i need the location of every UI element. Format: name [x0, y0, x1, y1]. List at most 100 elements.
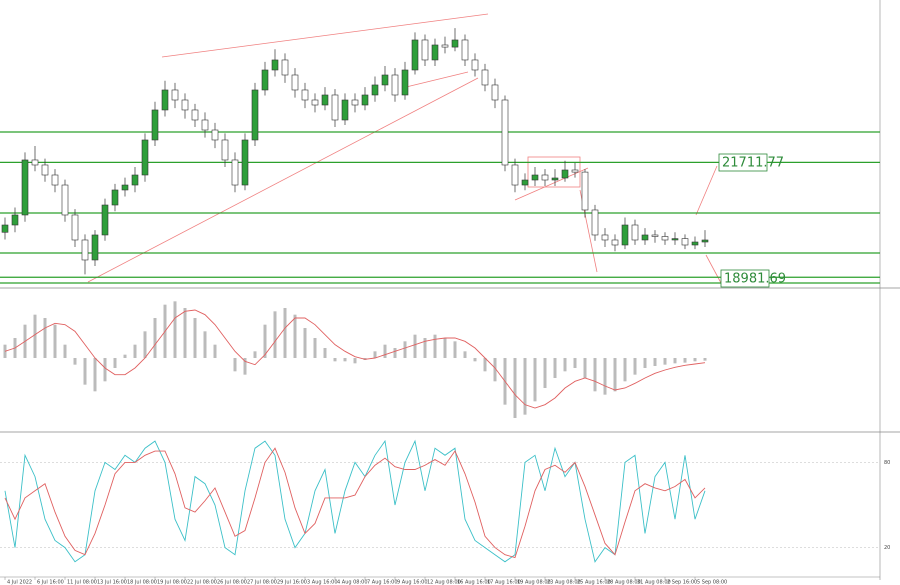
x-tick-label: 19 Aug 08:00: [517, 580, 551, 585]
candle-body: [631, 224, 639, 241]
candle-body: [361, 94, 369, 106]
candle-body: [221, 139, 229, 161]
macd-bar: [83, 358, 87, 385]
candle-body: [101, 204, 109, 236]
candle-body: [591, 209, 599, 236]
candle-body: [31, 159, 39, 166]
macd-bar: [233, 358, 237, 372]
candle-body: [601, 234, 609, 241]
candle-body: [131, 174, 139, 186]
macd-bar: [273, 311, 277, 358]
macd-bar: [663, 358, 667, 365]
macd-bar: [193, 318, 197, 358]
macd-bar: [413, 334, 417, 358]
macd-bar: [113, 358, 117, 368]
candle-body: [51, 174, 59, 186]
macd-bar: [283, 308, 287, 358]
candle-body: [681, 238, 689, 246]
candle-body: [531, 174, 539, 181]
macd-bar: [653, 358, 657, 366]
macd-signal: [4, 309, 706, 409]
macd-bar: [633, 358, 637, 375]
candle-body: [181, 99, 189, 111]
candle-body: [431, 44, 439, 61]
macd-bar: [203, 331, 207, 358]
arrow-line: [705, 254, 722, 284]
macd-bar: [473, 358, 477, 362]
candle-body: [241, 139, 249, 186]
candle-body: [21, 159, 29, 216]
candle-body: [41, 164, 49, 176]
candle-body: [611, 239, 619, 246]
x-tick-label: 29 Jul 16:00: [277, 580, 307, 585]
x-tick-label: 27 Jul 08:00: [247, 580, 277, 585]
macd-bar: [563, 358, 567, 372]
macd-bar: [483, 358, 487, 372]
candle-body: [61, 184, 69, 216]
macd-bar: [333, 358, 337, 362]
x-tick-label: 11 Jul 08:00: [67, 580, 97, 585]
macd-bar: [103, 358, 107, 382]
candle-body: [311, 99, 319, 106]
macd-bar: [343, 358, 347, 362]
macd-bar: [583, 358, 587, 378]
target-box: [718, 153, 768, 172]
arrow-line: [695, 165, 718, 216]
macd-bar: [373, 351, 377, 358]
candle-body: [251, 89, 259, 141]
macd-bar: [213, 344, 217, 358]
candle-body: [381, 74, 389, 86]
candle-body: [331, 94, 339, 121]
target-label: 21711.77: [722, 156, 784, 171]
candle-body: [401, 69, 409, 96]
candle-body: [391, 74, 399, 96]
x-tick-label: 28 Aug 08:00: [607, 580, 641, 585]
macd-bar: [263, 324, 267, 358]
macd-bar: [173, 301, 177, 358]
candle-body: [171, 89, 179, 101]
target-box: [720, 269, 770, 288]
candle-body: [451, 39, 459, 48]
range-box: [527, 156, 581, 188]
candle-body: [91, 234, 99, 261]
candle-body: [321, 94, 329, 106]
macd-bar: [253, 351, 257, 358]
x-tick-label: 2 Sep 16:00: [667, 580, 697, 585]
x-tick-label: 17 Aug 16:00: [487, 580, 521, 585]
x-tick-label: 31 Aug 08:00: [637, 580, 671, 585]
x-tick-label: 9 Aug 16:00: [397, 580, 428, 585]
candle-body: [461, 39, 469, 61]
candle-body: [491, 84, 499, 101]
macd-bar: [323, 348, 327, 358]
candle-body: [281, 59, 289, 76]
candle-body: [651, 234, 659, 237]
macd-bar: [573, 358, 577, 368]
macd-bar: [493, 358, 497, 382]
candle-body: [501, 99, 509, 166]
trend-line: [161, 13, 489, 58]
candle-body: [471, 59, 479, 71]
macd-bar: [53, 324, 57, 358]
x-tick-label: 7 Aug 16:00: [367, 580, 398, 585]
stoch-tick-label: 20: [884, 545, 890, 551]
candle-body: [161, 89, 169, 111]
candle-body: [421, 39, 429, 61]
macd-bar: [523, 358, 527, 415]
stoch-tick-label: 80: [884, 460, 890, 466]
candle-body: [81, 239, 89, 261]
macd-bar: [513, 358, 517, 418]
x-tick-label: 25 Aug 16:00: [577, 580, 611, 585]
x-tick-label: 4 Aug 08:00: [337, 580, 368, 585]
macd-bar: [463, 351, 467, 358]
candle-body: [341, 99, 349, 121]
x-tick-label: 3 Aug 16:00: [307, 580, 338, 585]
candle-body: [621, 224, 629, 246]
macd-bar: [453, 341, 457, 358]
macd-bar: [613, 358, 617, 392]
macd-bar: [703, 358, 707, 361]
macd-bar: [73, 358, 77, 365]
macd-bar: [533, 358, 537, 402]
macd-bar: [423, 338, 427, 358]
